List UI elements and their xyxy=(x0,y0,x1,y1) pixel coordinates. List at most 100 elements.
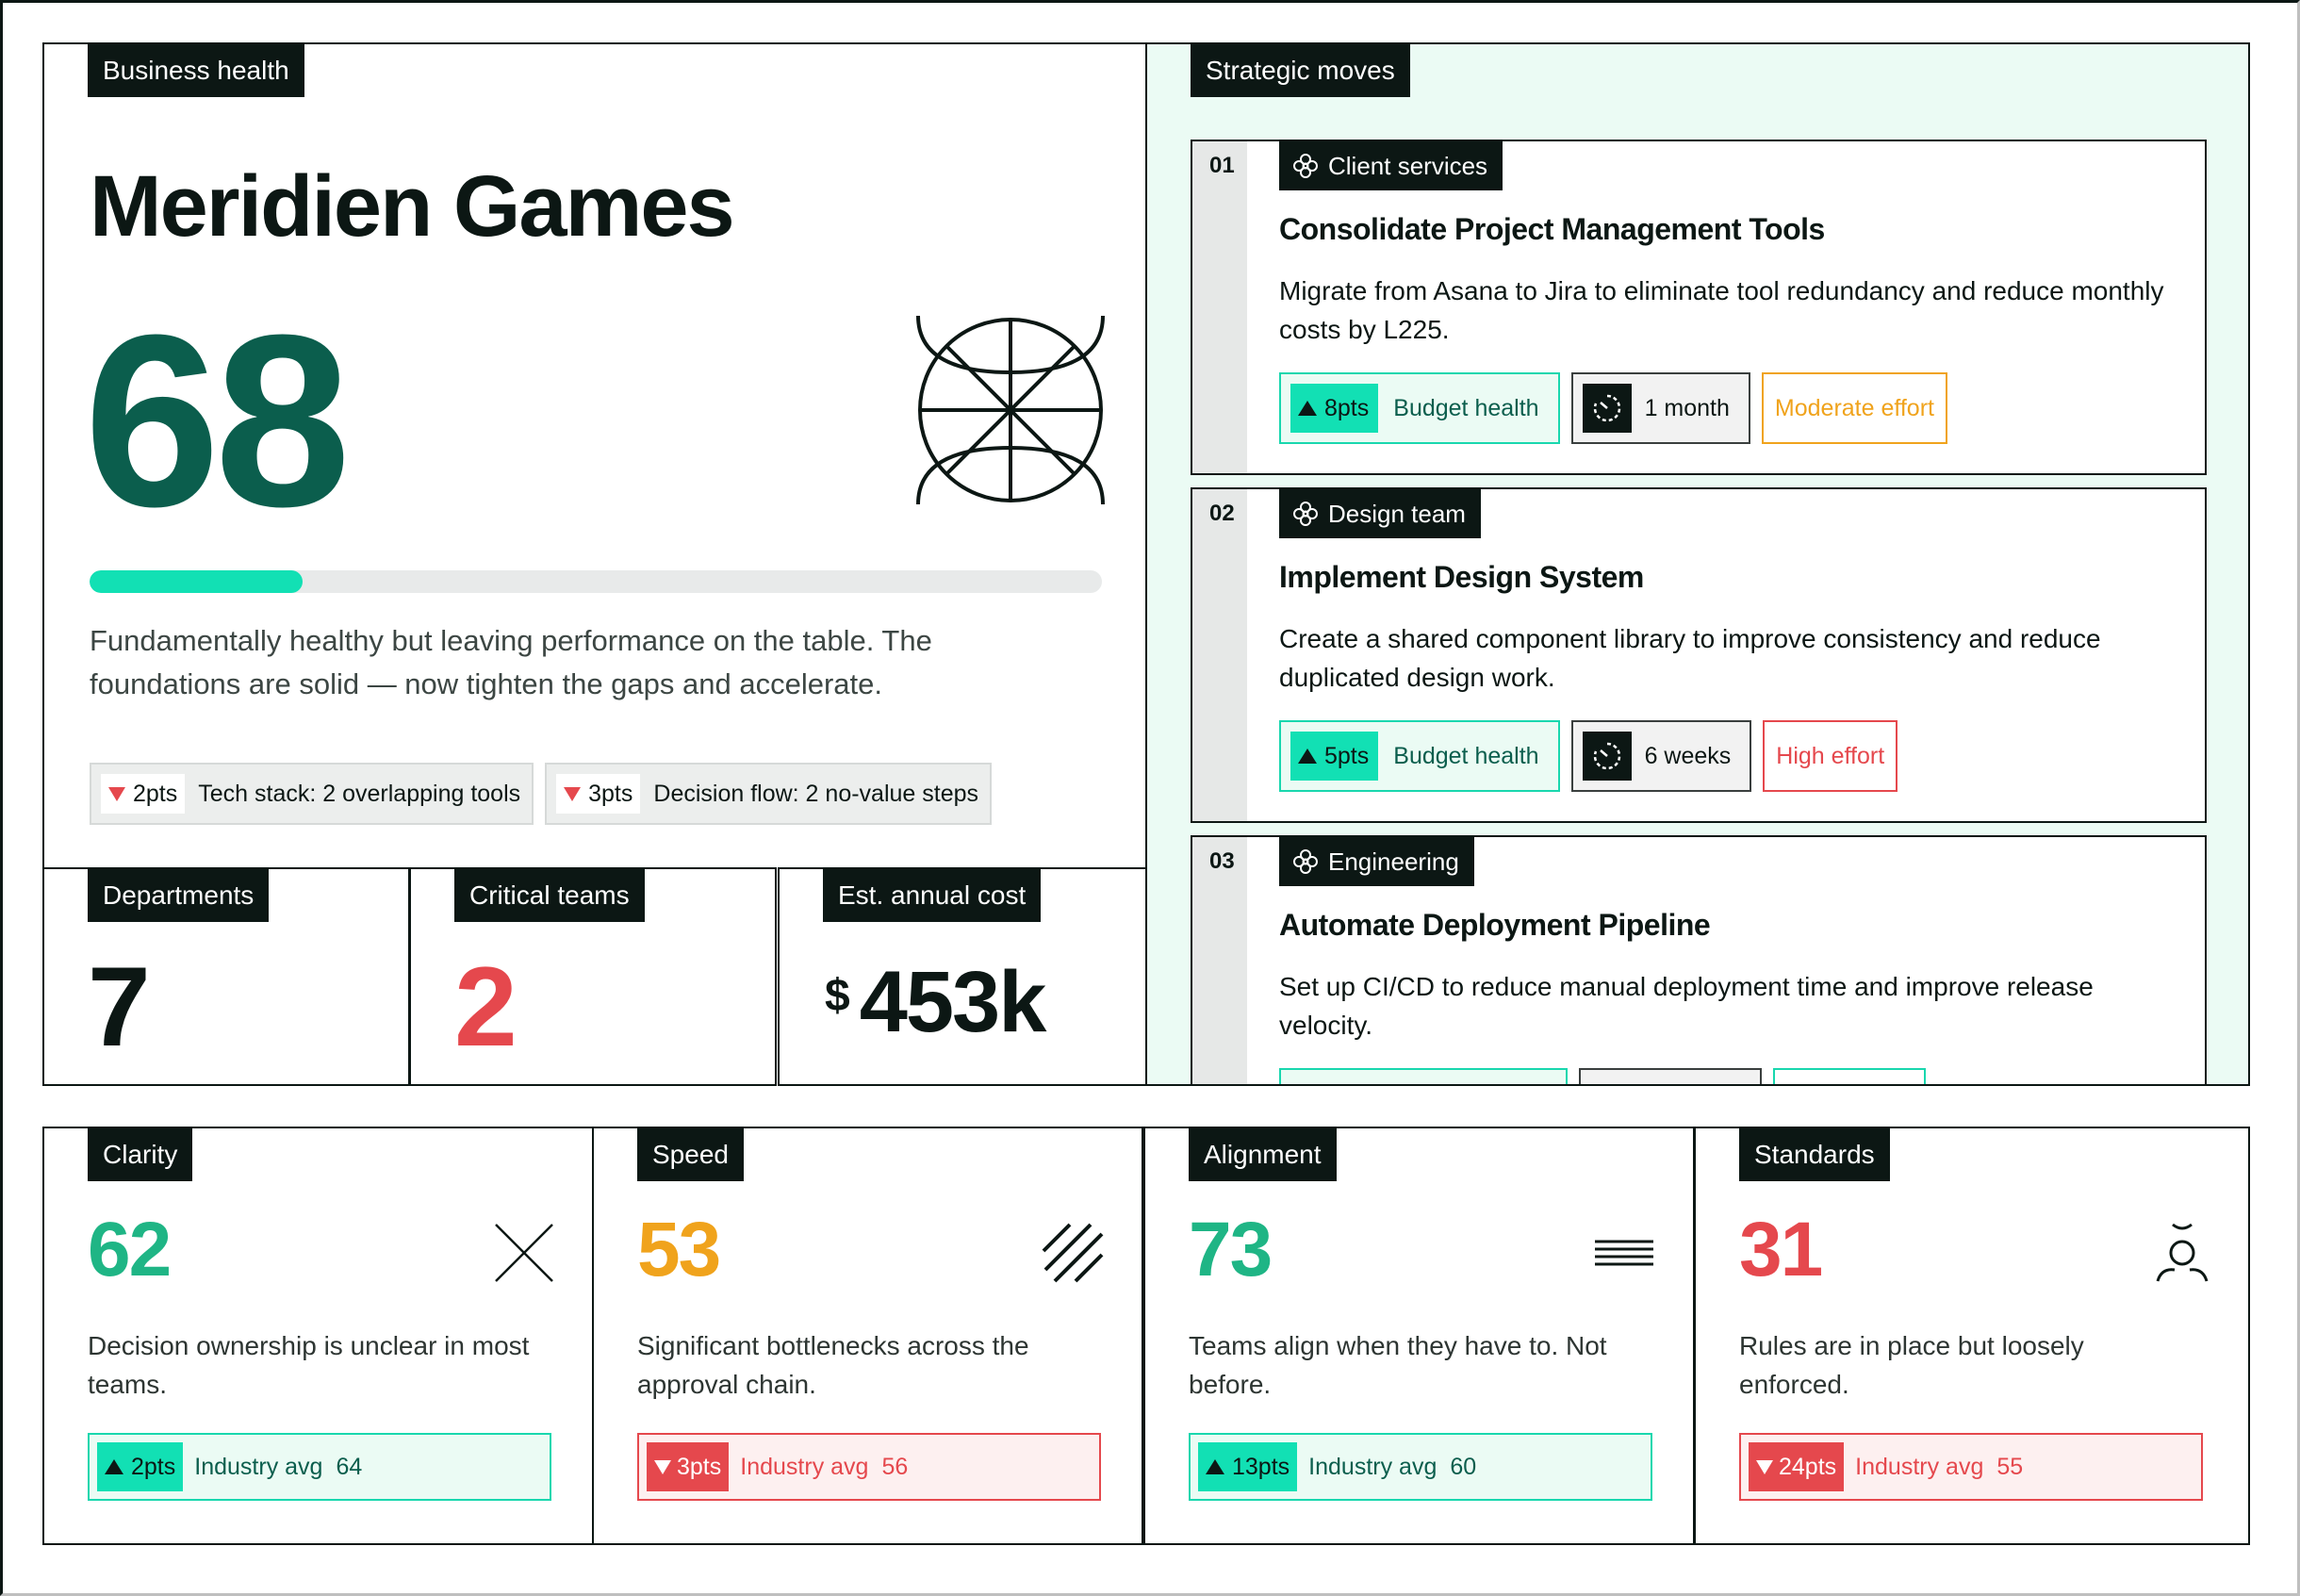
health-summary: Fundamentally healthy but leaving perfor… xyxy=(90,624,932,700)
arrow-up-icon xyxy=(105,1459,123,1474)
clarity-card: Clarity 62 Decision ownership is unclear… xyxy=(42,1127,594,1545)
timer-icon xyxy=(1582,732,1632,781)
impact-chip: 5pts Budget health xyxy=(1279,720,1560,792)
deduction-points: 2pts xyxy=(133,780,178,807)
arrow-down-icon xyxy=(564,786,582,801)
impact-label: Budget health xyxy=(1393,394,1539,421)
move-chips: 8pts Budget health 1 month Moderate effo… xyxy=(1279,372,1947,444)
departments-card: Departments 7 xyxy=(42,867,410,1086)
move-department-label: Engineering xyxy=(1328,847,1459,876)
health-progress-fill xyxy=(90,570,303,593)
deduction-chip[interactable]: 2pts Tech stack: 2 overlapping tools xyxy=(90,763,534,825)
move-department-label: Client services xyxy=(1328,151,1488,180)
timer-icon xyxy=(1582,384,1632,433)
person-icon xyxy=(2154,1223,2210,1288)
currency-symbol: $ xyxy=(825,971,850,1021)
deduction-chips: 2pts Tech stack: 2 overlapping tools 3pt… xyxy=(90,763,993,825)
arrow-up-icon xyxy=(1298,749,1317,764)
impact-points: 8pts xyxy=(1324,394,1370,421)
flower-icon xyxy=(1293,502,1318,526)
move-department: Client services xyxy=(1279,141,1503,190)
departments-tag: Departments xyxy=(88,869,270,922)
move-index: 01 xyxy=(1209,153,1235,178)
benchmark-points: 24pts xyxy=(1779,1453,1837,1480)
move-description: Create a shared component library to imp… xyxy=(1279,624,2101,692)
duration-chip: 6 weeks xyxy=(1570,720,1752,792)
move-title: Automate Deployment Pipeline xyxy=(1279,908,1711,942)
alignment-card: Alignment 73 Teams align when they have … xyxy=(1143,1127,1695,1545)
health-emblem-icon xyxy=(916,315,1105,509)
move-department-label: Design team xyxy=(1328,499,1466,528)
critical-teams-tag: Critical teams xyxy=(454,869,645,922)
slashes-icon xyxy=(1042,1223,1104,1288)
company-name: Meridien Games xyxy=(90,158,735,255)
health-progress-bar xyxy=(90,570,1102,593)
clarity-tag: Clarity xyxy=(88,1128,193,1181)
alignment-tag: Alignment xyxy=(1189,1128,1337,1181)
move-rail xyxy=(1192,141,1247,473)
arrow-up-icon xyxy=(1298,401,1317,416)
health-score: 68 xyxy=(84,285,351,558)
impact-chip: 8pts Budget health xyxy=(1279,372,1560,444)
move-rail xyxy=(1192,489,1247,821)
move-department: Engineering xyxy=(1279,837,1474,886)
duration-chip xyxy=(1579,1068,1762,1084)
impact-points: 5pts xyxy=(1324,742,1370,769)
move-card[interactable]: 01 Client services Consolidate Project M… xyxy=(1191,140,2207,475)
arrow-down-icon xyxy=(654,1459,671,1474)
benchmark-label: Industry avg xyxy=(1308,1453,1438,1480)
speed-card: Speed 53 Significant bottlenecks across … xyxy=(592,1127,1143,1545)
flower-icon xyxy=(1293,154,1318,178)
benchmark-label: Industry avg xyxy=(194,1453,323,1480)
deduction-label: Decision flow: 2 no-value steps xyxy=(653,780,979,807)
duration-label: 1 month xyxy=(1644,394,1730,421)
arrow-up-icon xyxy=(1206,1459,1224,1474)
benchmark-points: 13pts xyxy=(1232,1453,1290,1480)
deduction-chip[interactable]: 3pts Decision flow: 2 no-value steps xyxy=(545,763,993,825)
deduction-label: Tech stack: 2 overlapping tools xyxy=(198,780,521,807)
move-card[interactable]: 02 Design team Implement Design System C… xyxy=(1191,487,2207,823)
benchmark-value: 60 xyxy=(1450,1453,1477,1480)
deduction-points: 3pts xyxy=(588,780,633,807)
standards-text: Rules are in place but loosely enforced. xyxy=(1739,1331,2084,1399)
critical-teams-card: Critical teams 2 xyxy=(409,867,777,1086)
annual-cost-card: Est. annual cost $ 453k xyxy=(778,867,1147,1086)
move-title: Consolidate Project Management Tools xyxy=(1279,212,1825,246)
effort-chip: High effort xyxy=(1763,720,1898,792)
annual-cost-tag: Est. annual cost xyxy=(823,869,1042,922)
speed-benchmark: 3pts Industry avg 56 xyxy=(637,1433,1101,1501)
duration-label: 6 weeks xyxy=(1644,742,1732,769)
benchmark-points: 2pts xyxy=(131,1453,176,1480)
move-description: Set up CI/CD to reduce manual deployment… xyxy=(1279,972,2094,1040)
lines-icon xyxy=(1593,1223,1655,1288)
benchmark-value: 56 xyxy=(881,1453,909,1480)
move-chips xyxy=(1279,1068,1926,1084)
cross-icon xyxy=(494,1223,554,1288)
effort-chip: Moderate effort xyxy=(1761,372,1947,444)
effort-chip xyxy=(1773,1068,1926,1084)
critical-teams-value: 2 xyxy=(454,944,518,1070)
flower-icon xyxy=(1293,849,1318,874)
move-department: Design team xyxy=(1279,489,1481,538)
departments-value: 7 xyxy=(88,944,151,1070)
arrow-down-icon xyxy=(108,786,125,801)
speed-text: Significant bottlenecks across the appro… xyxy=(637,1331,1029,1399)
impact-chip xyxy=(1279,1068,1568,1084)
move-rail xyxy=(1192,837,1247,1084)
clarity-score: 62 xyxy=(88,1207,172,1292)
business-health-tag: Business health xyxy=(88,44,304,97)
move-card[interactable]: 03 Engineering Automate Deployment Pipel… xyxy=(1191,835,2207,1084)
standards-benchmark: 24pts Industry avg 55 xyxy=(1739,1433,2203,1501)
move-chips: 5pts Budget health 6 weeks High effort xyxy=(1279,720,1898,792)
annual-cost: $ 453k xyxy=(825,959,1046,1045)
move-index: 03 xyxy=(1209,848,1235,874)
strategic-moves-panel: Strategic moves 01 Client services Conso… xyxy=(1145,42,2250,1086)
benchmark-points: 3pts xyxy=(677,1453,722,1480)
benchmark-label: Industry avg xyxy=(740,1453,869,1480)
clarity-text: Decision ownership is unclear in most te… xyxy=(88,1331,530,1399)
impact-label: Budget health xyxy=(1393,742,1539,769)
duration-chip: 1 month xyxy=(1570,372,1750,444)
benchmark-label: Industry avg xyxy=(1855,1453,1984,1480)
benchmark-value: 64 xyxy=(336,1453,363,1480)
